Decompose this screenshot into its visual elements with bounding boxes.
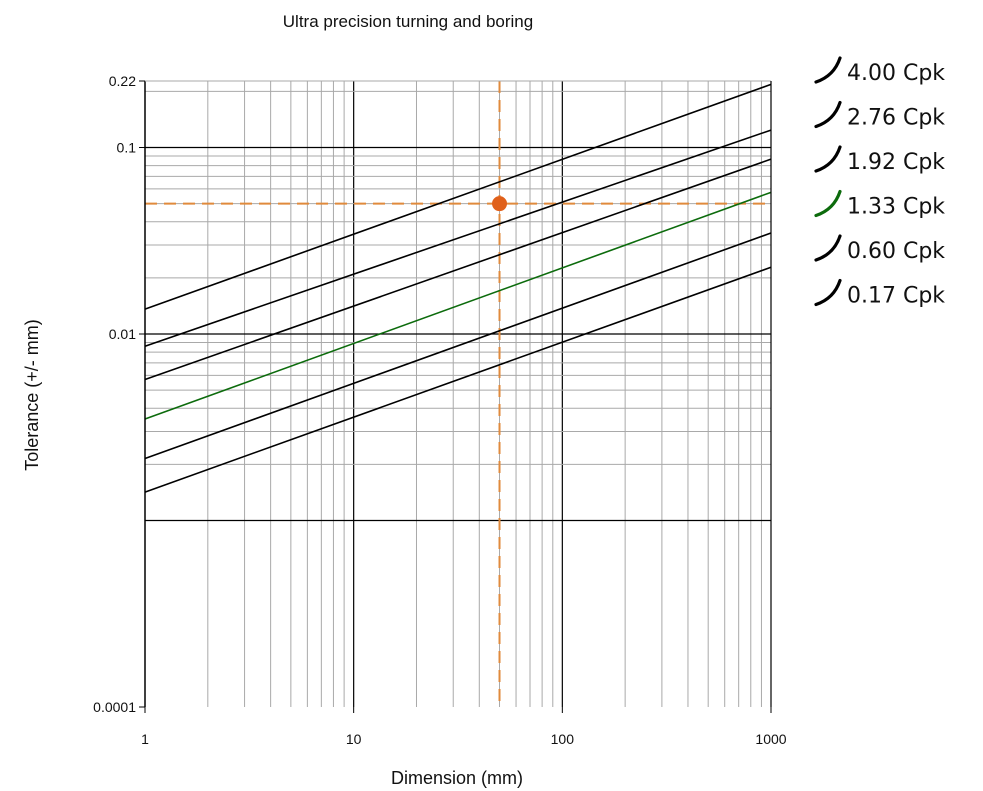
x-tick-label: 100 [551, 731, 575, 747]
series-line-1-92-cpk [144, 158, 772, 381]
legend-swatch [814, 56, 842, 84]
marker-point-group [492, 196, 508, 212]
x-tick-labels: 1 10 100 1000 [141, 707, 787, 747]
x-tick-label: 1 [141, 731, 149, 747]
y-tick-label: 0.1 [117, 140, 137, 156]
legend-label: 0.60 Cpk [847, 239, 945, 264]
legend-label: 2.76 Cpk [847, 106, 945, 131]
series-line-4-00-cpk [144, 83, 772, 310]
y-tick-labels: 0.0001 0.01 0.1 0.22 [93, 73, 145, 715]
y-tick-label: 0.01 [109, 326, 136, 342]
y-tick-label: 0.22 [109, 73, 136, 89]
legend-swatch [814, 278, 842, 307]
legend: 4.00 Cpk 2.76 Cpk 1.92 Cpk 1.33 Cpk 0.60 Cpk… [814, 56, 945, 309]
x-axis-label: Dimension (mm) [391, 768, 523, 788]
legend-label: 0.17 Cpk [847, 284, 945, 309]
series-line-2-76-cpk [144, 129, 772, 347]
legend-swatch [814, 234, 842, 262]
chart-grid [145, 81, 771, 707]
legend-label: 1.33 Cpk [847, 195, 945, 220]
y-tick-label: 0.0001 [93, 699, 136, 715]
chart-title: Ultra precision turning and boring [283, 12, 533, 31]
x-tick-label: 1000 [755, 731, 786, 747]
x-tick-label: 10 [346, 731, 362, 747]
marker-guides [145, 81, 771, 707]
series-line-0-60-cpk [144, 232, 772, 460]
marker-point [492, 196, 508, 212]
series-lines [144, 83, 772, 493]
y-axis-label: Tolerance (+/- mm) [22, 319, 42, 471]
legend-label: 1.92 Cpk [847, 150, 945, 175]
series-line-1-33-cpk [144, 191, 772, 420]
legend-swatch [814, 145, 842, 173]
legend-swatch [814, 189, 842, 218]
legend-label: 4.00 Cpk [847, 61, 945, 86]
plot-frame [144, 80, 772, 707]
series-line-0-17-cpk [144, 266, 772, 493]
legend-swatch [814, 100, 842, 129]
